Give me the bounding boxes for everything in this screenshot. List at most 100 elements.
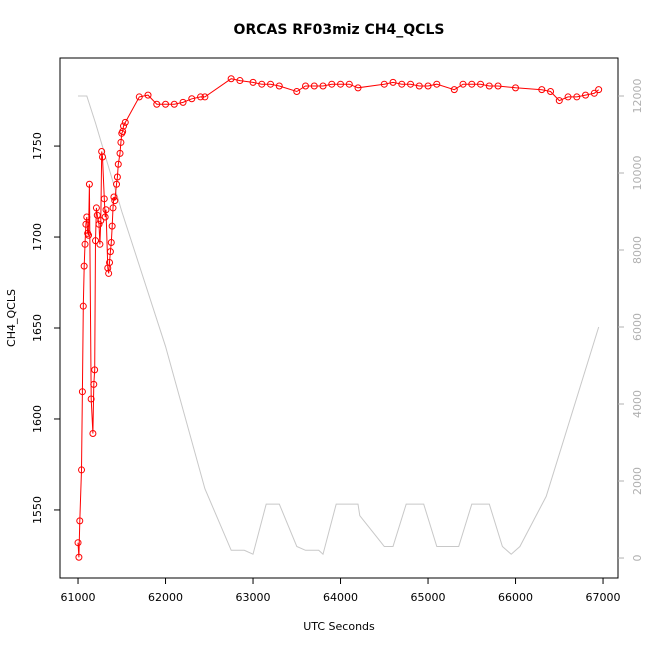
data-point (310, 82, 318, 90)
data-point (162, 100, 170, 108)
data-point (275, 82, 283, 90)
data-point (582, 91, 590, 99)
data-point (538, 86, 546, 94)
data-point (415, 82, 423, 90)
data-point (106, 259, 114, 267)
data-point (85, 180, 93, 188)
data-point (92, 237, 100, 245)
data-point (407, 80, 415, 88)
data-point (110, 193, 118, 201)
data-point (78, 388, 86, 396)
data-point (89, 430, 97, 438)
data-point (201, 93, 209, 101)
data-point (595, 86, 603, 94)
data-point (267, 80, 275, 88)
data-point (564, 93, 572, 101)
data-point (170, 100, 178, 108)
data-point (398, 80, 406, 88)
data-point (102, 206, 110, 214)
data-point (74, 539, 82, 547)
data-point (258, 80, 266, 88)
data-point (106, 248, 114, 256)
data-point (95, 220, 103, 228)
data-point (590, 89, 598, 97)
y2-tick-label: 8000 (631, 236, 644, 264)
x-tick-label: 65000 (411, 591, 446, 604)
data-point (135, 93, 143, 101)
data-point (485, 82, 493, 90)
data-point (90, 380, 98, 388)
data-point (80, 262, 88, 270)
data-point (494, 82, 502, 90)
x-tick-label: 64000 (323, 591, 358, 604)
data-point (144, 91, 152, 99)
data-point (249, 78, 257, 86)
y2-tick-label: 12000 (631, 79, 644, 114)
data-point (100, 195, 108, 203)
data-point (117, 138, 125, 146)
data-point (78, 466, 86, 474)
data-point (121, 118, 129, 126)
x-tick-label: 67000 (586, 591, 621, 604)
x-tick-label: 61000 (61, 591, 96, 604)
chart-title: ORCAS RF03miz CH4_QCLS (234, 22, 445, 38)
y2-tick-label: 6000 (631, 313, 644, 341)
data-point (512, 84, 520, 92)
y-axis-label: CH4_QCLS (5, 289, 18, 347)
data-point (236, 77, 244, 85)
data-point (92, 204, 100, 212)
data-point (96, 240, 104, 248)
series-line (77, 78, 600, 558)
data-point (468, 80, 476, 88)
plot-frame (59, 57, 619, 579)
data-point (120, 122, 128, 130)
y-tick-label: 1650 (31, 314, 44, 342)
data-point (547, 87, 555, 95)
data-point (555, 97, 563, 105)
y2-tick-label: 10000 (631, 156, 644, 191)
x-axis-label: UTC Seconds (303, 620, 375, 633)
data-point (87, 395, 95, 403)
data-point (179, 98, 187, 106)
data-point (293, 87, 301, 95)
data-point (83, 213, 91, 221)
data-point (337, 80, 345, 88)
data-point (424, 82, 432, 90)
y2-tick-label: 0 (631, 555, 644, 562)
data-point (319, 82, 327, 90)
data-point (433, 80, 441, 88)
y2-tick-label: 2000 (631, 467, 644, 495)
data-point (328, 80, 336, 88)
data-point (99, 153, 107, 161)
data-point (97, 217, 105, 225)
data-point (389, 78, 397, 86)
y-tick-label: 1700 (31, 223, 44, 251)
data-point (108, 222, 116, 230)
x-tick-label: 62000 (148, 591, 183, 604)
data-point (227, 75, 235, 83)
x-tick-label: 63000 (236, 591, 271, 604)
y2-tick-label: 4000 (631, 390, 644, 418)
data-point (111, 197, 119, 205)
data-point (354, 84, 362, 92)
data-point (477, 80, 485, 88)
data-point (109, 204, 117, 212)
data-point (79, 302, 87, 310)
data-point (91, 366, 99, 374)
data-point (153, 100, 161, 108)
data-point (573, 93, 581, 101)
data-point (302, 82, 310, 90)
y-tick-label: 1750 (31, 132, 44, 160)
data-point (75, 553, 83, 561)
data-point (188, 95, 196, 103)
data-point (82, 220, 90, 228)
y-tick-label: 1550 (31, 496, 44, 524)
data-point (450, 86, 458, 94)
series-line (78, 95, 600, 556)
x-tick-label: 66000 (498, 591, 533, 604)
data-point (113, 180, 121, 188)
data-point (81, 240, 89, 248)
data-point (197, 93, 205, 101)
